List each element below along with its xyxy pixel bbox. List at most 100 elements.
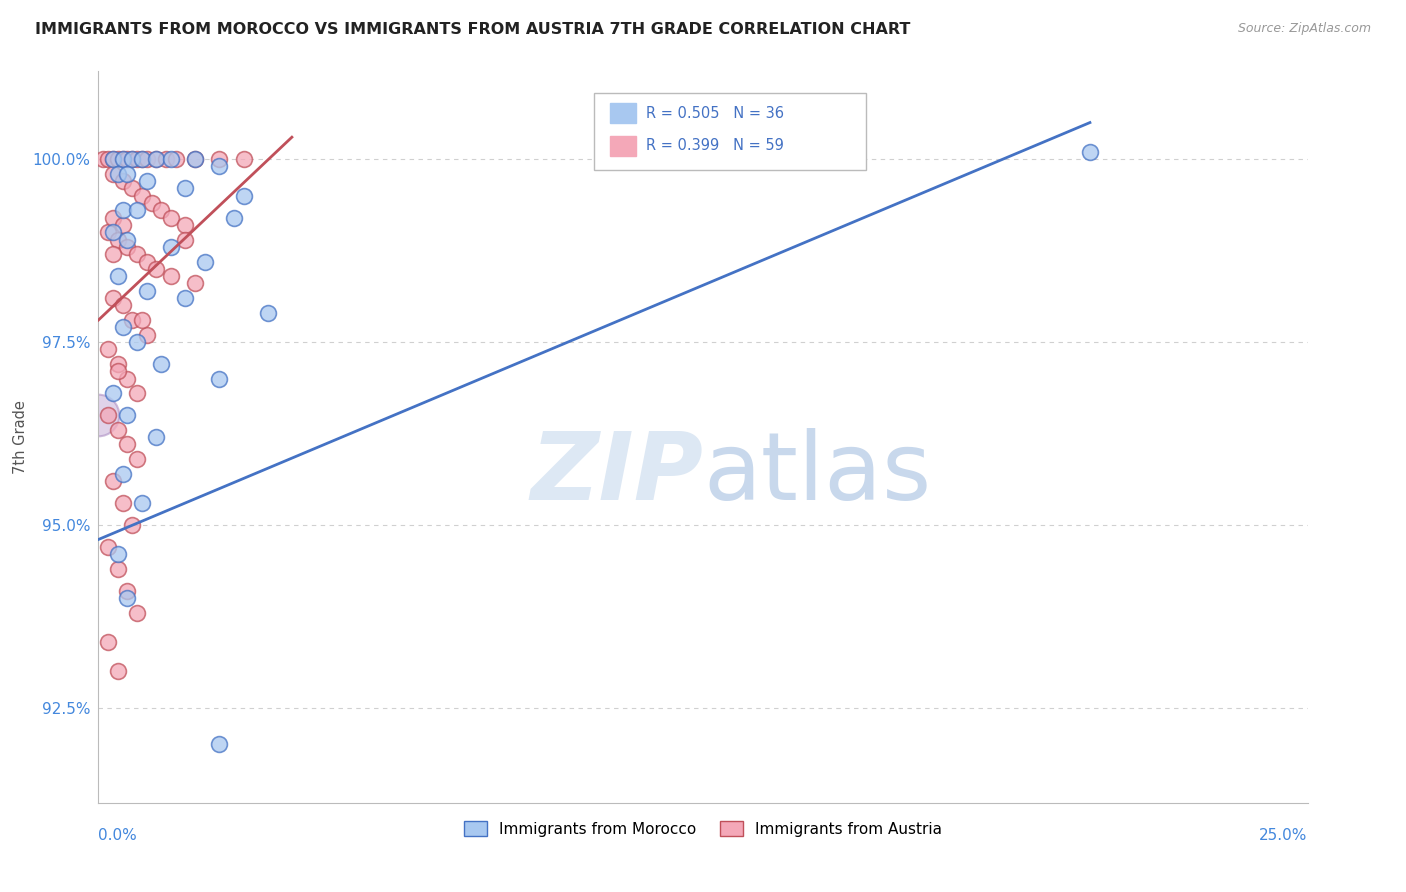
Point — [101, 247, 124, 261]
Point — [117, 437, 139, 451]
Point — [174, 218, 197, 232]
Bar — [610, 103, 637, 123]
Point — [117, 152, 139, 166]
Point — [117, 233, 139, 247]
Point — [208, 160, 231, 174]
Point — [117, 408, 139, 422]
Point — [1078, 145, 1101, 159]
Point — [107, 167, 129, 181]
Point — [184, 277, 207, 291]
Point — [107, 357, 129, 371]
Point — [160, 240, 183, 254]
Text: 0.0%: 0.0% — [98, 828, 138, 843]
Point — [107, 562, 129, 576]
Point — [131, 188, 153, 202]
Point — [131, 313, 153, 327]
Point — [117, 583, 139, 598]
Point — [194, 254, 217, 268]
Point — [111, 298, 134, 312]
Point — [101, 167, 124, 181]
Point — [101, 152, 124, 166]
Point — [101, 474, 124, 488]
Point — [111, 203, 134, 218]
Point — [97, 152, 120, 166]
Point — [121, 517, 143, 532]
Point — [107, 269, 129, 284]
Point — [160, 211, 183, 225]
Point — [101, 152, 124, 166]
Point — [127, 334, 149, 349]
Point — [97, 225, 120, 239]
Point — [127, 452, 149, 467]
Point — [111, 496, 134, 510]
Point — [222, 211, 245, 225]
Point — [131, 152, 153, 166]
Point — [87, 408, 110, 422]
Point — [111, 467, 134, 481]
Point — [174, 291, 197, 305]
Point — [232, 152, 254, 166]
Legend: Immigrants from Morocco, Immigrants from Austria: Immigrants from Morocco, Immigrants from… — [458, 814, 948, 843]
Point — [107, 233, 129, 247]
Point — [232, 188, 254, 202]
Point — [107, 152, 129, 166]
Point — [208, 737, 231, 751]
Point — [160, 269, 183, 284]
Point — [117, 167, 139, 181]
Point — [101, 291, 124, 305]
Point — [101, 386, 124, 401]
Point — [127, 203, 149, 218]
Point — [121, 181, 143, 195]
Point — [127, 386, 149, 401]
Point — [135, 327, 157, 342]
Point — [117, 591, 139, 605]
Point — [131, 496, 153, 510]
Point — [150, 357, 173, 371]
Point — [111, 174, 134, 188]
Text: Source: ZipAtlas.com: Source: ZipAtlas.com — [1237, 22, 1371, 36]
Point — [135, 174, 157, 188]
FancyBboxPatch shape — [595, 94, 866, 170]
Point — [127, 247, 149, 261]
Text: IMMIGRANTS FROM MOROCCO VS IMMIGRANTS FROM AUSTRIA 7TH GRADE CORRELATION CHART: IMMIGRANTS FROM MOROCCO VS IMMIGRANTS FR… — [35, 22, 911, 37]
Text: R = 0.399   N = 59: R = 0.399 N = 59 — [647, 138, 785, 153]
Point — [184, 152, 207, 166]
Point — [107, 547, 129, 561]
Bar — [610, 136, 637, 156]
Point — [97, 343, 120, 357]
Point — [117, 371, 139, 385]
Point — [208, 152, 231, 166]
Point — [91, 152, 114, 166]
Point — [155, 152, 177, 166]
Point — [97, 635, 120, 649]
Text: 25.0%: 25.0% — [1260, 828, 1308, 843]
Point — [111, 152, 134, 166]
Point — [135, 284, 157, 298]
Point — [127, 152, 149, 166]
Point — [111, 152, 134, 166]
Point — [145, 261, 167, 276]
Point — [135, 152, 157, 166]
Point — [97, 540, 120, 554]
Point — [111, 218, 134, 232]
Text: R = 0.505   N = 36: R = 0.505 N = 36 — [647, 105, 785, 120]
Point — [121, 152, 143, 166]
Point — [208, 371, 231, 385]
Point — [121, 313, 143, 327]
Point — [107, 364, 129, 378]
Point — [141, 196, 163, 211]
Point — [107, 423, 129, 437]
Point — [131, 152, 153, 166]
Text: ZIP: ZIP — [530, 427, 703, 520]
Point — [145, 152, 167, 166]
Point — [160, 152, 183, 166]
Point — [256, 306, 278, 320]
Text: atlas: atlas — [703, 427, 931, 520]
Point — [184, 152, 207, 166]
Point — [174, 181, 197, 195]
Point — [107, 664, 129, 678]
Point — [145, 152, 167, 166]
Point — [117, 240, 139, 254]
Point — [101, 211, 124, 225]
Point — [127, 606, 149, 620]
